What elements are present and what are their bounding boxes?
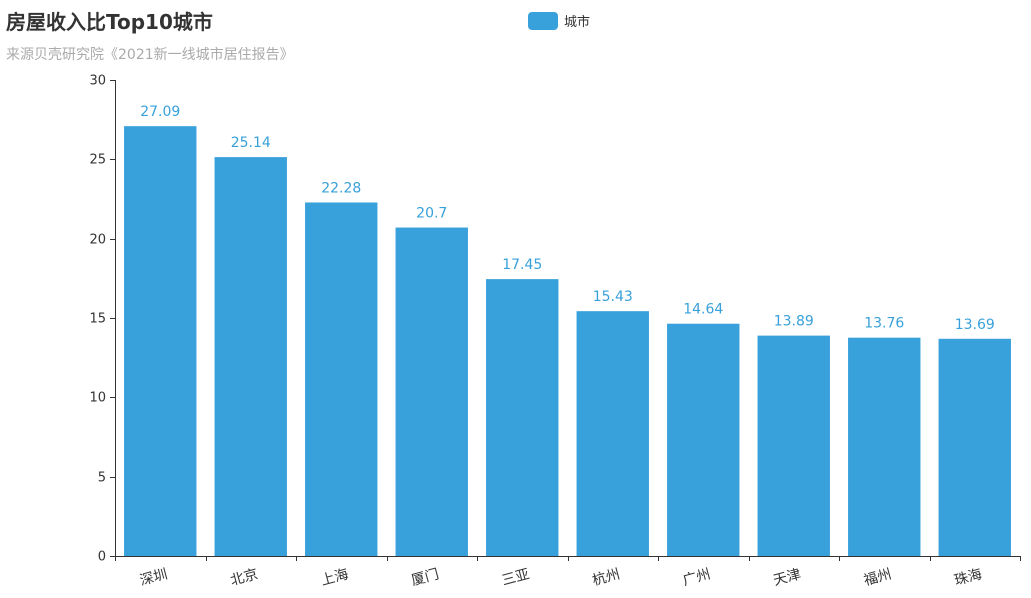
data-label: 17.45 (502, 257, 542, 273)
x-tick-labels: 深圳 北京 上海 厦门 三亚 杭州 广州 天津 福州 珠海 (138, 566, 984, 589)
x-tick-label: 厦门 (410, 566, 441, 589)
data-label: 15.43 (593, 289, 633, 305)
bar-9[interactable] (848, 337, 921, 556)
legend-label: 城市 (564, 15, 591, 30)
data-label: 25.14 (231, 135, 271, 151)
y-tick-label: 0 (98, 550, 106, 565)
data-labels: 27.09 25.14 22.28 20.7 17.45 15.43 14.64 13.89 1… (140, 104, 995, 333)
bar-5[interactable] (486, 279, 559, 556)
bar-6[interactable] (576, 311, 649, 556)
x-tick-label: 天津 (772, 566, 803, 589)
bars (124, 126, 1011, 556)
y-tick-label: 5 (98, 471, 106, 486)
y-axis: 0 5 10 15 20 25 30 (89, 74, 116, 565)
data-label: 13.76 (864, 316, 904, 332)
x-tick-label: 深圳 (138, 566, 169, 589)
x-tick-label: 福州 (862, 566, 893, 589)
chart-title: 房屋收入比Top10城市 (6, 10, 213, 34)
bar-7[interactable] (667, 323, 740, 556)
bar-8[interactable] (757, 335, 830, 556)
x-tick-label: 三亚 (500, 566, 531, 589)
x-tick-label: 杭州 (591, 566, 622, 589)
data-label: 27.09 (140, 104, 180, 120)
data-label: 14.64 (683, 302, 723, 318)
x-tick-label: 珠海 (953, 566, 984, 589)
x-axis (115, 556, 1021, 561)
x-tick-label: 广州 (681, 566, 712, 589)
chart-subtitle: 来源贝壳研究院《2021新一线城市居住报告》 (6, 47, 294, 63)
bar-1[interactable] (124, 126, 197, 556)
y-tick-label: 25 (89, 153, 106, 168)
data-label: 13.69 (955, 317, 995, 333)
x-tick-label: 北京 (229, 566, 260, 589)
y-tick-label: 30 (89, 74, 106, 89)
data-label: 13.89 (774, 314, 814, 330)
bar-4[interactable] (395, 227, 468, 556)
legend[interactable]: 城市 (528, 11, 590, 30)
x-tick-label: 上海 (319, 566, 350, 589)
legend-swatch (528, 11, 558, 30)
bar-3[interactable] (305, 202, 378, 556)
y-tick-label: 20 (89, 233, 106, 248)
y-tick-label: 10 (89, 391, 106, 406)
bar-10[interactable] (938, 338, 1011, 556)
bar-2[interactable] (214, 157, 287, 556)
data-label: 22.28 (321, 180, 361, 196)
data-label: 20.7 (416, 206, 447, 222)
y-tick-label: 15 (89, 312, 106, 327)
